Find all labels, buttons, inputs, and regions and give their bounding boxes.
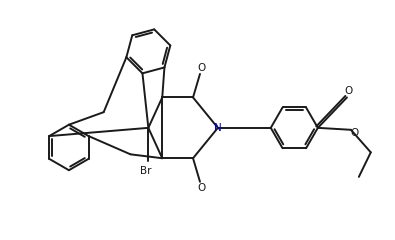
Text: Br: Br (140, 166, 152, 176)
Text: N: N (214, 123, 222, 133)
Text: O: O (351, 128, 359, 138)
Text: O: O (198, 183, 206, 193)
Text: O: O (345, 86, 353, 96)
Text: O: O (198, 63, 206, 73)
